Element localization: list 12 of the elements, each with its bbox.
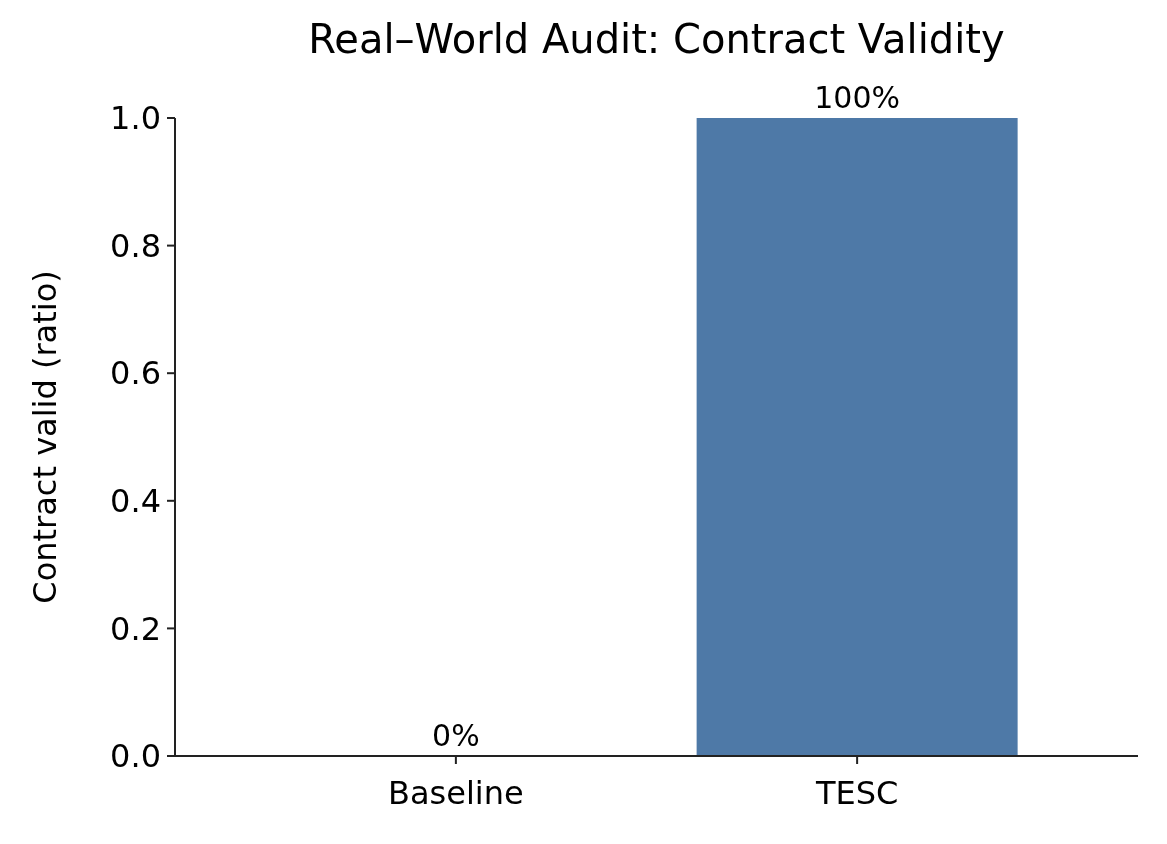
x-tick-label: Baseline bbox=[388, 774, 524, 812]
data-label: 0% bbox=[432, 718, 480, 753]
y-tick-label: 0.8 bbox=[110, 226, 161, 265]
x-tick-label: TESC bbox=[814, 774, 899, 812]
y-tick-label: 0.6 bbox=[110, 354, 161, 393]
y-tick-label: 0.2 bbox=[110, 609, 161, 648]
y-tick-label: 0.0 bbox=[110, 737, 161, 776]
y-axis-title: Contract valid (ratio) bbox=[26, 270, 64, 604]
y-tick-label: 0.4 bbox=[110, 482, 161, 520]
chart-title: Real–World Audit: Contract Validity bbox=[308, 16, 1005, 62]
y-tick-label: 1.0 bbox=[110, 99, 161, 138]
data-label: 100% bbox=[814, 80, 901, 115]
